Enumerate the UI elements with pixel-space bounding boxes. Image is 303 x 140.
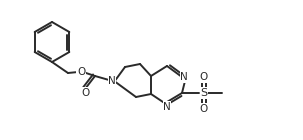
Text: N: N [180,72,188,82]
Text: N: N [108,76,116,86]
Text: O: O [77,67,85,77]
Text: O: O [200,104,208,114]
Text: O: O [81,88,89,98]
Text: O: O [200,72,208,82]
Text: S: S [201,88,208,98]
Text: N: N [163,102,171,112]
